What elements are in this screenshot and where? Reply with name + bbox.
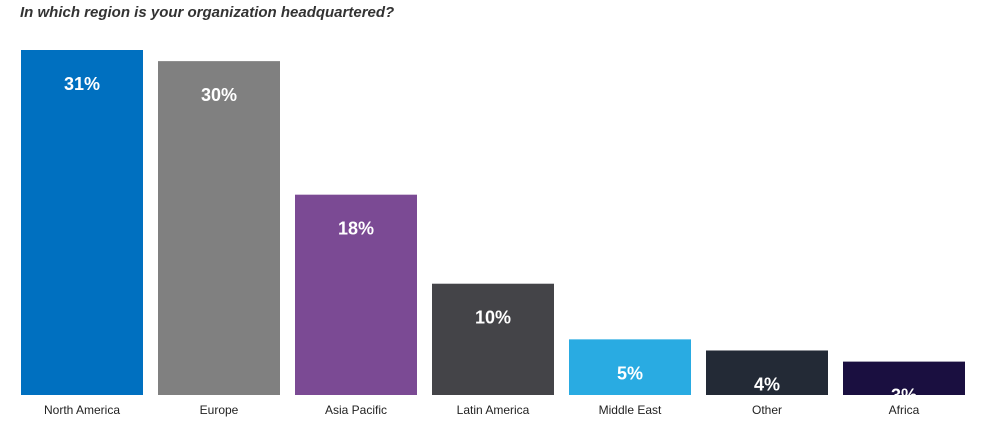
data-label: 18% [338,219,374,239]
data-label: 3% [891,386,917,406]
bar-other [706,350,828,395]
chart-title: In which region is your organization hea… [20,4,395,21]
data-label: 5% [617,363,643,383]
bars-layer [21,50,965,396]
category-label: Asia Pacific [325,403,387,417]
category-label: Africa [889,403,920,417]
data-label: 4% [754,374,780,394]
bar-africa [843,361,965,395]
data-label: 10% [475,308,511,328]
labels-layer: 31% North America 30% Europe 18% Asia Pacific… [44,74,920,417]
bar-north-america [21,50,143,395]
bar-europe [158,61,280,396]
category-label: Other [752,403,782,417]
category-label: Latin America [457,403,530,417]
bar-latin-america [432,283,554,395]
bar-asia-pacific [295,194,417,395]
data-label: 31% [64,74,100,94]
category-label: North America [44,403,120,417]
category-label: Europe [200,403,239,417]
data-label: 30% [201,85,237,105]
category-label: Middle East [599,403,662,417]
bar-middle-east [569,339,691,395]
